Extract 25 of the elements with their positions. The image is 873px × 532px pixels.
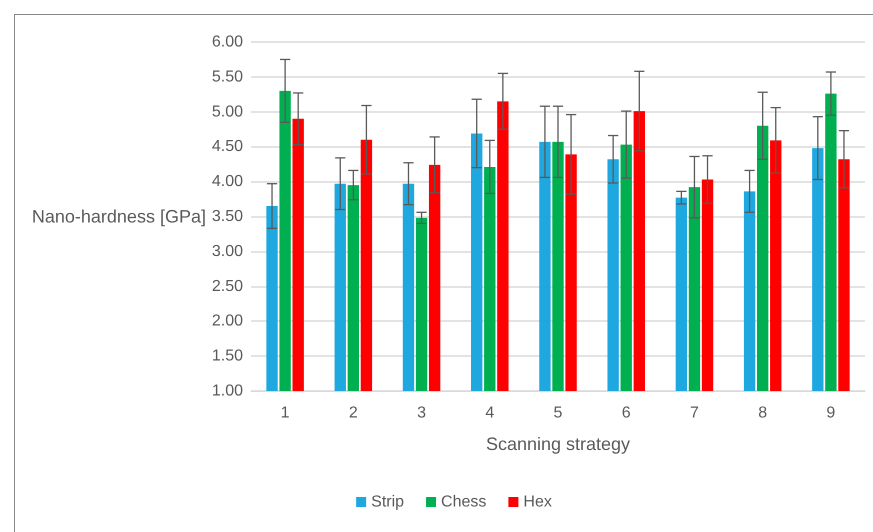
x-tick-label: 2 [348,404,358,422]
y-tick-label: 4.00 [212,173,244,190]
x-tick-label: 9 [826,404,836,422]
y-tick-label: 5.50 [212,68,244,86]
y-tick-label: 3.50 [212,208,244,225]
y-tick-label: 2.00 [212,312,244,330]
x-axis-title: Scanning strategy [486,434,630,454]
y-tick-label: 6.00 [212,34,244,50]
y-axis-title: Nano-hardness [GPa] [32,206,206,226]
x-tick-label: 7 [690,404,699,422]
y-tick-label: 5.00 [212,103,244,120]
x-tick-label: 1 [280,404,290,422]
y-tick-label: 3.00 [212,242,244,260]
legend-label: Chess [441,494,486,510]
x-tick-label: 3 [417,404,426,422]
y-tick-label: 1.50 [212,348,244,365]
legend-label: Hex [523,494,552,510]
x-tick-label: 6 [622,404,631,422]
x-tick-label: 4 [485,404,494,422]
x-tick-label: 5 [554,404,563,422]
legend-label: Strip [371,494,404,510]
y-tick-label: 2.50 [212,278,244,295]
y-tick-label: 1.00 [212,382,244,400]
x-tick-label: 8 [758,404,768,422]
y-tick-label: 4.50 [212,138,244,156]
